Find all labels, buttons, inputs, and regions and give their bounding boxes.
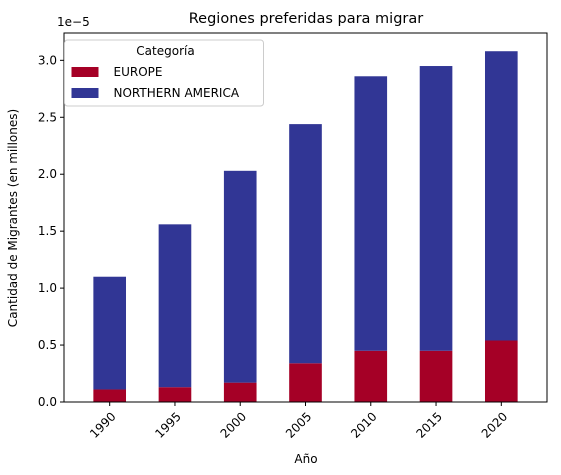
legend-swatch-northern-america (72, 88, 99, 98)
bar-northern-america-2010 (354, 76, 387, 350)
y-axis-label: Cantidad de Migrantes (en millones) (6, 109, 20, 327)
legend-label: EUROPE (114, 65, 163, 79)
bar-northern-america-1990 (93, 277, 126, 390)
bar-northern-america-2020 (485, 51, 518, 340)
x-axis-label: Año (294, 452, 317, 466)
y-tick-label: 1.0 (38, 281, 57, 295)
bar-europe-1990 (93, 389, 126, 402)
bar-europe-2020 (485, 341, 518, 403)
legend: Categoría EUROPE NORTHERN AMERICA (65, 40, 264, 106)
y-tick-label: 2.5 (38, 110, 57, 124)
bar-europe-2015 (420, 351, 453, 402)
x-tick-label: 1990 (87, 409, 118, 440)
y-tick-label: 3.0 (38, 53, 57, 67)
legend-label: NORTHERN AMERICA (114, 86, 240, 100)
chart-title: Regiones preferidas para migrar (189, 11, 424, 27)
x-tick-label: 2020 (479, 409, 510, 440)
x-tick-label: 2015 (413, 409, 444, 440)
bar-europe-2000 (224, 383, 257, 402)
legend-title: Categoría (136, 44, 194, 58)
bar-northern-america-2000 (224, 171, 257, 383)
y-tick-label: 0.5 (38, 338, 57, 352)
x-tick-label: 2010 (348, 409, 379, 440)
bar-northern-america-2015 (420, 66, 453, 351)
x-tick-label: 1995 (152, 409, 183, 440)
x-tick-label: 2000 (218, 409, 249, 440)
bar-europe-1995 (159, 387, 192, 402)
y-tick-label: 0.0 (38, 395, 57, 409)
bar-europe-2010 (354, 351, 387, 402)
y-axis-offset-text: 1e−5 (57, 15, 90, 29)
bar-northern-america-2005 (289, 124, 322, 363)
y-tick-label: 1.5 (38, 224, 57, 238)
y-tick-label: 2.0 (38, 167, 57, 181)
x-tick-label: 2005 (283, 409, 314, 440)
bar-europe-2005 (289, 363, 322, 402)
y-axis-ticks: 0.0 0.5 1.0 1.5 2.0 2.5 3.0 (38, 53, 64, 409)
x-axis-ticks: 1990 1995 2000 2005 2010 2015 2020 (87, 402, 510, 441)
legend-swatch-europe (72, 67, 99, 77)
bar-northern-america-1995 (159, 224, 192, 387)
